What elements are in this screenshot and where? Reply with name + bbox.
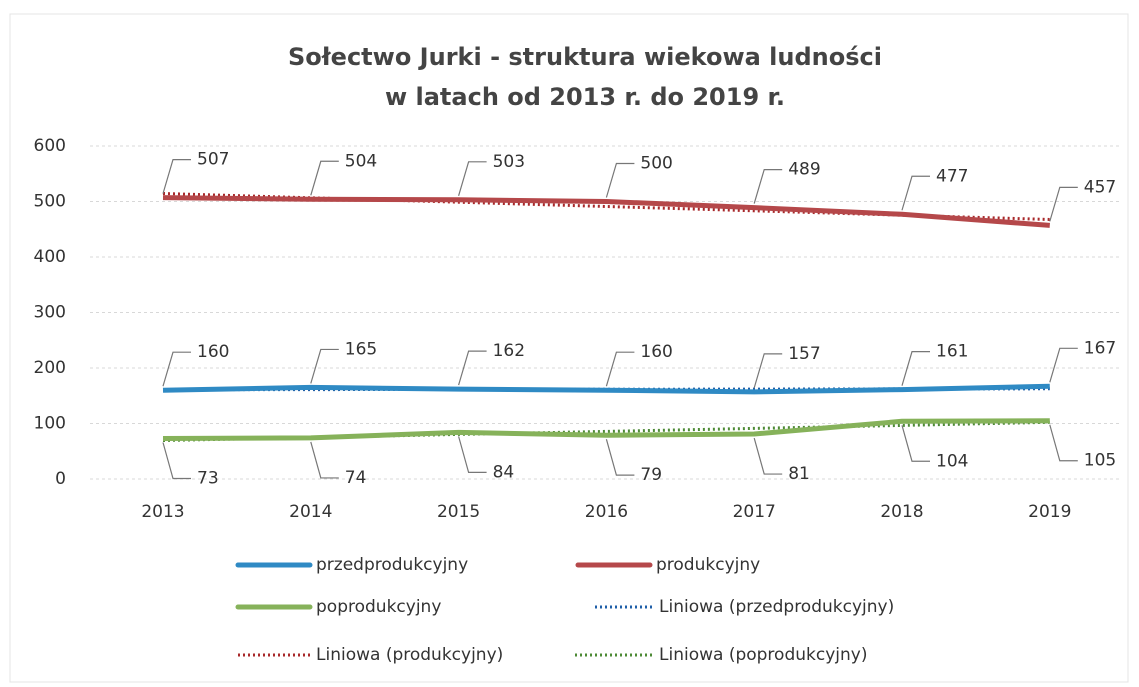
data-label: 167 bbox=[1084, 338, 1116, 358]
y-tick-label: 100 bbox=[34, 414, 66, 434]
label-leader bbox=[1049, 186, 1078, 222]
label-leader bbox=[901, 351, 930, 386]
label-leader bbox=[605, 438, 635, 476]
label-leader bbox=[605, 162, 635, 198]
data-label: 161 bbox=[936, 342, 968, 362]
y-tick-label: 400 bbox=[34, 247, 66, 267]
chart-title: w latach od 2013 r. do 2019 r. bbox=[385, 83, 785, 111]
x-tick-label: 2013 bbox=[141, 502, 184, 522]
x-tick-label: 2016 bbox=[585, 502, 628, 522]
data-label: 507 bbox=[197, 150, 229, 170]
label-leader bbox=[753, 169, 783, 204]
x-tick-label: 2018 bbox=[880, 502, 923, 522]
label-leader bbox=[753, 353, 783, 389]
data-label: 504 bbox=[345, 151, 377, 171]
legend-label: Liniowa (poprodukcyjny) bbox=[659, 645, 867, 665]
label-leader bbox=[458, 161, 487, 197]
label-leader bbox=[310, 441, 339, 479]
y-tick-label: 300 bbox=[34, 303, 66, 323]
label-leader bbox=[901, 425, 930, 462]
data-label: 105 bbox=[1084, 451, 1116, 471]
label-leader bbox=[162, 159, 191, 194]
data-label: 160 bbox=[640, 342, 672, 362]
data-label: 500 bbox=[640, 154, 672, 174]
data-label: 79 bbox=[640, 465, 662, 485]
data-label: 162 bbox=[493, 341, 525, 361]
label-leader bbox=[162, 351, 191, 387]
label-leader bbox=[1049, 424, 1078, 462]
label-leader bbox=[1049, 347, 1078, 383]
y-tick-label: 500 bbox=[34, 192, 66, 212]
data-label: 477 bbox=[936, 166, 968, 186]
label-leader bbox=[310, 348, 339, 384]
series-line bbox=[162, 195, 1050, 228]
data-label: 73 bbox=[197, 468, 219, 488]
legend-label: przedprodukcyjny bbox=[316, 555, 468, 575]
data-label: 489 bbox=[788, 160, 820, 180]
x-tick-label: 2019 bbox=[1028, 502, 1071, 522]
label-leader bbox=[901, 175, 930, 211]
series-line bbox=[162, 418, 1050, 441]
y-tick-label: 200 bbox=[34, 358, 66, 378]
legend-label: Liniowa (produkcyjny) bbox=[316, 645, 503, 665]
label-leader bbox=[310, 160, 339, 196]
label-leader bbox=[458, 436, 487, 473]
data-label: 81 bbox=[788, 464, 810, 484]
legend-label: Liniowa (przedprodukcyjny) bbox=[659, 597, 894, 617]
chart-frame bbox=[9, 13, 1129, 683]
x-tick-label: 2015 bbox=[437, 502, 480, 522]
data-label: 157 bbox=[788, 344, 820, 364]
data-label: 503 bbox=[493, 152, 525, 172]
chart-title: Sołectwo Jurki - struktura wiekowa ludno… bbox=[288, 43, 882, 71]
x-tick-label: 2017 bbox=[733, 502, 776, 522]
data-label: 160 bbox=[197, 342, 229, 362]
legend-label: produkcyjny bbox=[656, 555, 760, 575]
data-label: 457 bbox=[1084, 177, 1116, 197]
legend-label: poprodukcyjny bbox=[316, 597, 441, 617]
data-label: 74 bbox=[345, 468, 367, 488]
series-line bbox=[162, 383, 1050, 395]
data-label: 165 bbox=[345, 339, 377, 359]
x-tick-label: 2014 bbox=[289, 502, 332, 522]
y-tick-label: 600 bbox=[34, 136, 66, 156]
data-label: 104 bbox=[936, 451, 968, 471]
data-label: 84 bbox=[493, 462, 515, 482]
label-leader bbox=[458, 350, 487, 386]
label-leader bbox=[162, 442, 191, 480]
label-leader bbox=[605, 351, 635, 387]
y-tick-label: 0 bbox=[55, 469, 66, 489]
label-leader bbox=[753, 437, 783, 475]
